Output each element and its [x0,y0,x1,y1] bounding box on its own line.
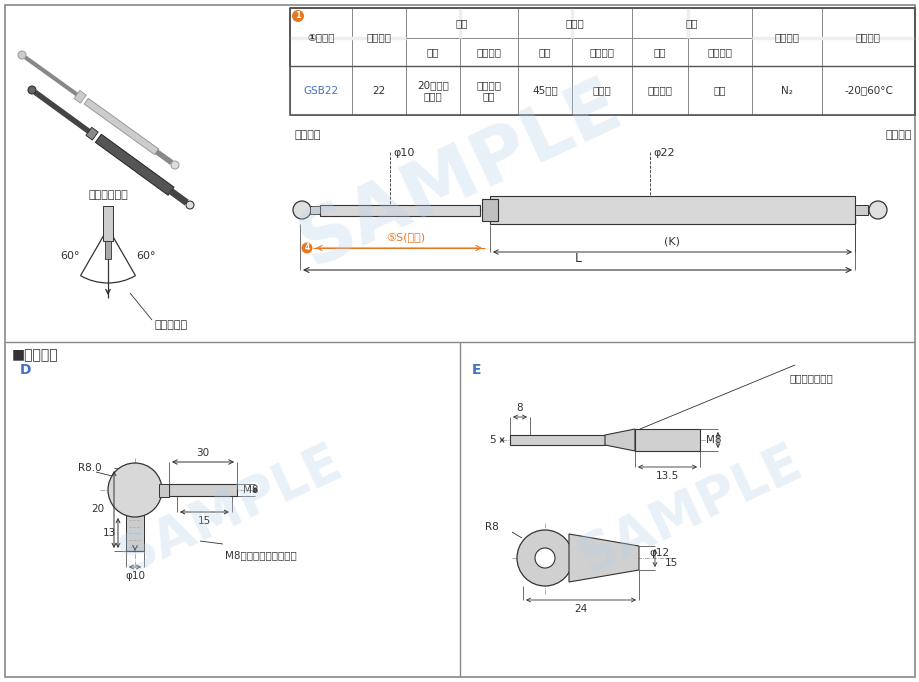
Text: 45号锂: 45号锂 [531,85,557,95]
Text: 24: 24 [573,604,587,614]
Text: 镀硬锄: 镀硬锄 [592,85,611,95]
Text: M8: M8 [243,485,258,495]
Text: 5: 5 [489,435,495,445]
Circle shape [171,161,179,169]
Text: 4: 4 [304,243,310,252]
Text: 后端接头: 后端接头 [885,130,911,140]
Text: 前端接头: 前端接头 [295,130,321,140]
Polygon shape [85,98,158,155]
Text: 13.5: 13.5 [655,471,678,481]
Bar [482,199,497,221]
Text: E: E [471,363,481,377]
Bar [854,205,867,215]
Text: L: L [574,252,582,265]
Bar [490,196,854,224]
Text: M8: M8 [705,435,720,445]
Text: φ10: φ10 [125,571,145,581]
Text: ⑤S(行程): ⑤S(行程) [386,232,425,242]
Text: (K): (K) [664,237,680,247]
Circle shape [291,10,303,22]
Text: 30: 30 [197,448,210,458]
Text: 气缸外径: 气缸外径 [366,32,391,42]
Text: 13: 13 [103,528,116,538]
Text: φ10: φ10 [392,148,414,158]
Text: 20号锂无
缝锂管: 20号锂无 缝锂管 [416,80,448,102]
Text: 22: 22 [372,85,385,95]
Bar [126,509,144,551]
Text: 轧制锂材: 轧制锂材 [647,85,672,95]
Text: SAMPLE: SAMPLE [110,436,349,584]
Text: 活塞杆朝下: 活塞杆朝下 [154,320,187,330]
Text: M8（此端接氮气弹簧）: M8（此端接氮气弹簧） [225,550,297,560]
Text: 15: 15 [664,558,677,568]
Text: 使用温度: 使用温度 [855,32,880,42]
Circle shape [301,243,312,254]
Text: SAMPLE: SAMPLE [570,436,809,584]
Text: SAMPLE: SAMPLE [287,68,632,282]
Text: 使用气体: 使用气体 [774,32,799,42]
Text: R8: R8 [484,522,498,532]
Text: 8: 8 [516,403,523,413]
Text: 表面处理: 表面处理 [589,47,614,57]
Text: 60°: 60° [136,251,155,261]
Circle shape [292,201,311,219]
Text: -20～60°C: -20～60°C [843,85,892,95]
Circle shape [186,201,194,209]
Text: 黑色亚光
烤漆: 黑色亚光 烤漆 [476,80,501,102]
Text: 20: 20 [91,505,104,514]
Text: 材质: 材质 [653,47,665,57]
Polygon shape [85,128,98,140]
Text: N₂: N₂ [780,85,792,95]
Text: 60°: 60° [60,251,80,261]
Text: R8.0: R8.0 [78,463,101,473]
Text: 材质: 材质 [539,47,550,57]
Bar [169,484,237,496]
Bar [103,205,113,241]
Polygon shape [605,429,634,451]
Text: GSB22: GSB22 [303,85,338,95]
Text: D: D [20,363,31,377]
Text: ①类型码: ①类型码 [307,32,335,42]
Text: 接头: 接头 [685,18,698,28]
Text: 材质: 材质 [426,47,438,57]
Bar [310,206,320,214]
Text: 镀锈: 镀锈 [713,85,725,95]
Circle shape [18,51,26,59]
Text: 活塞杆: 活塞杆 [565,18,584,28]
Text: 15: 15 [198,516,210,526]
Text: 使用角度说明: 使用角度说明 [88,190,128,200]
Text: φ12: φ12 [648,548,668,558]
Circle shape [516,530,573,586]
Bar [509,435,605,445]
Circle shape [868,201,886,219]
Bar [105,241,111,258]
Circle shape [108,463,162,517]
Bar [320,205,480,216]
Polygon shape [568,534,639,582]
Circle shape [535,548,554,568]
Text: 表面处理: 表面处理 [476,47,501,57]
Bar [289,8,914,115]
Text: 1: 1 [295,12,301,20]
Bar [289,8,914,66]
Polygon shape [96,134,174,195]
Text: 气缸: 气缸 [455,18,468,28]
Bar [159,484,169,496]
Text: 此端接氮气弹簧: 此端接氮气弹簧 [789,373,833,383]
Bar [634,429,699,451]
Text: 表面处理: 表面处理 [707,47,732,57]
Polygon shape [74,91,86,103]
Text: ■接头形状: ■接头形状 [12,348,59,362]
Text: φ22: φ22 [652,148,674,158]
Circle shape [28,86,36,94]
